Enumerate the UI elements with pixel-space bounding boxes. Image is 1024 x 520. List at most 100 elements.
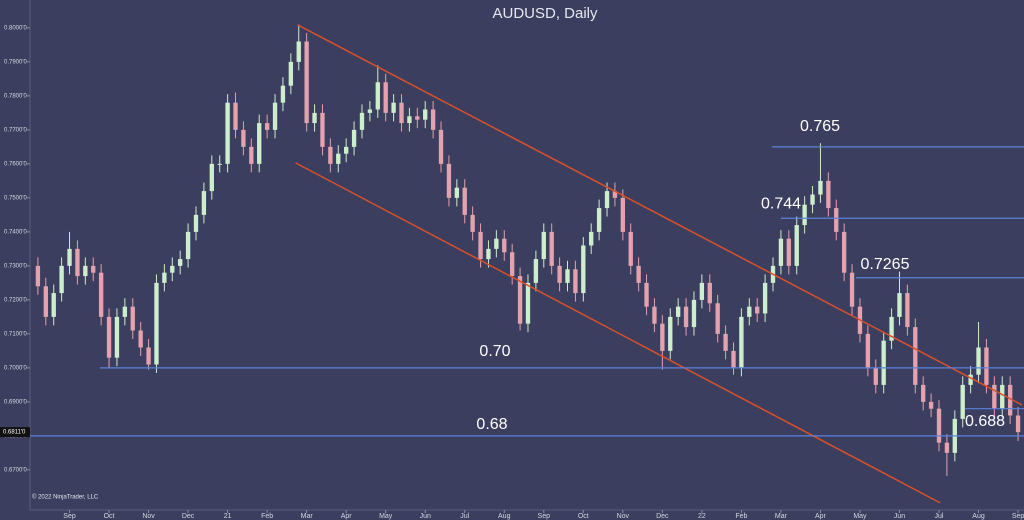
candle-body [841, 231, 847, 273]
candle-body [138, 330, 143, 348]
candle-body [565, 269, 570, 283]
candle-body [889, 316, 894, 341]
level-label: 0.765 [800, 118, 840, 135]
candle-body [209, 163, 214, 192]
candle-body [272, 102, 278, 130]
candle-body [881, 340, 886, 385]
x-tick-label: Aug [972, 513, 985, 520]
level-label: 0.68 [476, 416, 507, 433]
y-tick-label: 0.6900'0 [4, 399, 27, 405]
candle-body [304, 41, 309, 124]
x-tick-label: May [379, 513, 393, 520]
candle-body [478, 231, 483, 260]
x-tick-label: Oct [104, 513, 115, 520]
candle-body [913, 327, 918, 385]
candle-body [162, 272, 167, 283]
candle-body [178, 259, 183, 266]
candle-body [470, 214, 475, 232]
candle-body [596, 208, 602, 232]
candle-body [747, 306, 752, 317]
candle-body [225, 102, 230, 164]
candle-body [280, 85, 286, 103]
candle-body [130, 306, 135, 331]
x-tick-label: Jul [460, 513, 469, 520]
candle-body [383, 82, 388, 113]
x-tick-label: Sep [63, 513, 76, 520]
y-tick-label: 0.7500'0 [4, 195, 27, 201]
candle-body [968, 374, 973, 385]
candle-body [739, 316, 744, 368]
candle-body [367, 109, 373, 113]
y-tick-label: 0.7600'0 [4, 161, 27, 167]
candle-body [67, 248, 72, 266]
level-label: 0.688 [965, 413, 1005, 430]
level-label: 0.70 [479, 343, 510, 360]
candle-body [628, 231, 633, 266]
y-tick-label: 0.7900'0 [4, 59, 27, 65]
candle-body [423, 109, 428, 120]
y-tick-label: 0.7800'0 [4, 93, 27, 99]
x-tick-label: Nov [617, 513, 630, 520]
candle-body [525, 282, 531, 324]
level-label: 0.7265 [861, 256, 910, 273]
candle-body [430, 109, 436, 130]
x-tick-label: Jun [420, 513, 431, 520]
last-price-badge [0, 427, 30, 438]
candle-body [502, 238, 507, 253]
candle-body [241, 129, 246, 147]
candle-body [834, 208, 839, 232]
y-tick-label: 0.7000'0 [4, 365, 27, 371]
candle-body [249, 146, 254, 164]
candle-body [786, 238, 791, 266]
candle-body [75, 248, 80, 277]
x-tick-label: Oct [578, 513, 589, 520]
x-tick-label: Feb [261, 513, 273, 520]
y-tick-label: 0.7200'0 [4, 297, 27, 303]
candle-body [644, 282, 649, 307]
y-tick-label: 0.6700'0 [4, 467, 27, 473]
candle-body [517, 276, 523, 324]
candle-body [905, 293, 910, 328]
x-tick-label: Sep [1012, 513, 1024, 520]
x-tick-label: Aug [498, 513, 511, 520]
candle-body [707, 282, 712, 304]
candle-body [731, 350, 736, 368]
candle-body [43, 286, 48, 317]
level-label: 0.744 [761, 195, 801, 212]
candle-body [114, 316, 120, 358]
chart-title: AUDUSD, Daily [492, 5, 598, 22]
x-tick-label: Nov [142, 513, 155, 520]
candle-body [454, 187, 460, 198]
candle-body [193, 214, 199, 232]
candle-body [399, 102, 404, 124]
x-tick-label: May [853, 513, 867, 520]
x-tick-label: Dec [182, 513, 195, 520]
candle-body [233, 102, 238, 130]
y-tick-label: 0.7300'0 [4, 263, 27, 269]
y-tick-label: 0.7700'0 [4, 127, 27, 133]
candle-body [589, 231, 594, 246]
candle-body [699, 282, 705, 300]
candle-body [264, 123, 270, 130]
candle-body [446, 163, 452, 198]
candle-body [668, 316, 673, 351]
candle-body [897, 293, 902, 317]
candle-body [762, 282, 768, 314]
candle-body [83, 265, 88, 277]
y-tick-label: 0.7100'0 [4, 331, 27, 337]
x-tick-label: Jun [894, 513, 905, 520]
x-tick-label: 22 [698, 513, 706, 520]
y-tick-label: 0.7400'0 [4, 229, 27, 235]
candle-body [415, 116, 420, 120]
candle-body [620, 197, 626, 232]
candle-body [438, 129, 444, 164]
candle-body [992, 384, 997, 409]
candle-body [375, 82, 380, 110]
candle-body [675, 306, 681, 317]
candle-body [533, 259, 539, 283]
candle-body [296, 41, 301, 62]
x-tick-label: Jul [935, 513, 944, 520]
candle-body [106, 316, 112, 358]
candle-body [636, 265, 641, 283]
